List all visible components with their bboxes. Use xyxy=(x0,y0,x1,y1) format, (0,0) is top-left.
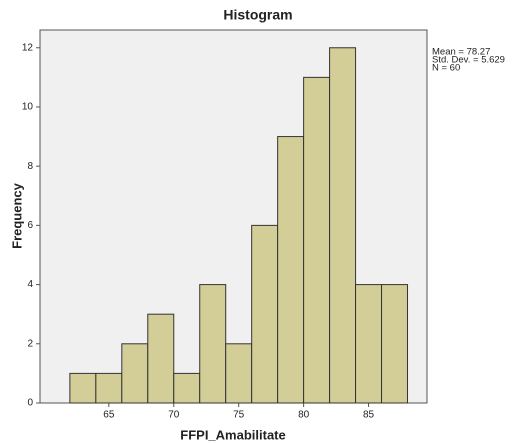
bar xyxy=(173,372,201,404)
y-tick-label: 8 xyxy=(27,161,33,172)
x-tick-label: 70 xyxy=(168,410,180,421)
y-tick-label: 6 xyxy=(27,220,33,231)
y-tick-label: 2 xyxy=(27,338,33,349)
x-tick-label: 85 xyxy=(363,410,375,421)
bar xyxy=(225,343,253,404)
bar xyxy=(329,47,357,404)
y-tick-label: 4 xyxy=(27,279,33,290)
bar xyxy=(303,76,331,404)
y-tick-label: 12 xyxy=(22,42,34,53)
bar xyxy=(121,343,149,404)
bar xyxy=(277,136,305,404)
y-tick-label: 10 xyxy=(22,102,34,113)
chart-title: Histogram xyxy=(223,7,292,23)
x-tick-label: 65 xyxy=(103,410,115,421)
bar xyxy=(355,284,383,404)
stat-annotation: Mean = 78.27 xyxy=(432,47,490,58)
y-tick-label: 0 xyxy=(27,398,33,409)
y-axis-title: Frequency xyxy=(9,182,24,249)
stat-annotation: N = 60 xyxy=(432,63,460,74)
bar xyxy=(251,224,279,404)
bar xyxy=(381,284,409,404)
bar xyxy=(147,313,175,404)
bar xyxy=(69,372,97,404)
x-tick-label: 80 xyxy=(298,410,310,421)
bar xyxy=(199,284,227,404)
stat-annotation: Std. Dev. = 5.629 xyxy=(432,55,505,66)
bar xyxy=(95,372,123,404)
x-axis-title: FFPI_Amabilitate xyxy=(180,427,285,442)
x-tick-label: 75 xyxy=(233,410,245,421)
